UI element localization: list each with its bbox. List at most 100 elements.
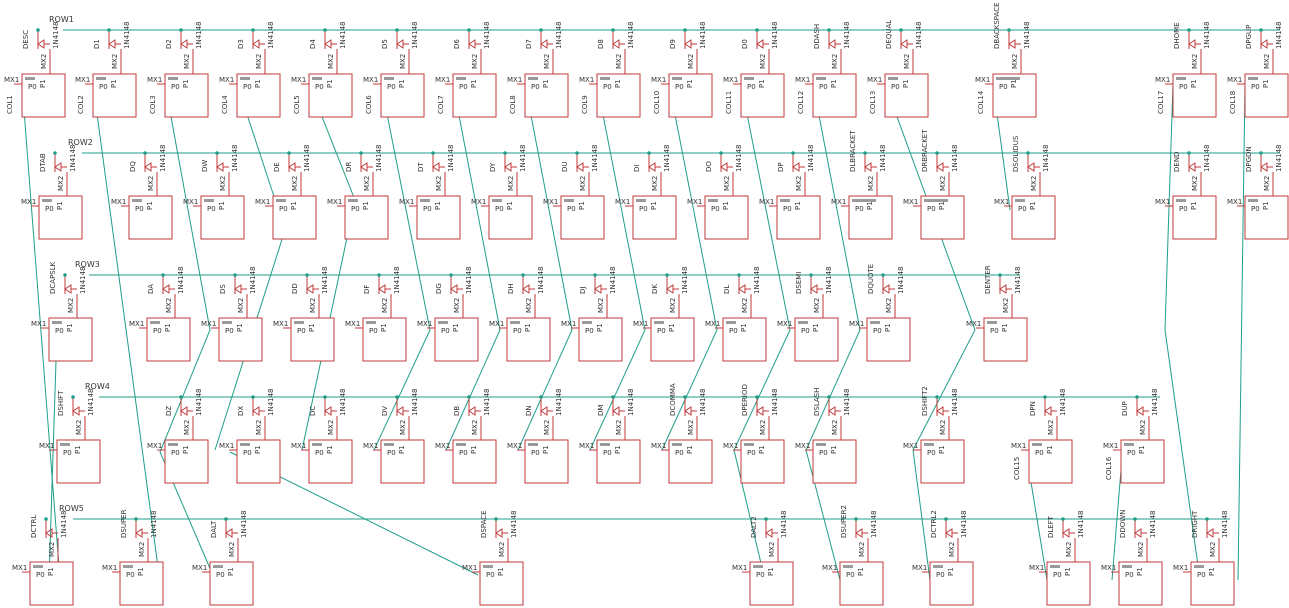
diode-triangle <box>900 39 908 49</box>
pin-p1-label: P1 <box>857 567 865 576</box>
pin-p1-label: P1 <box>767 567 775 576</box>
row-label-5: ROW5 <box>59 504 84 513</box>
pin-p1-label: P1 <box>524 323 532 332</box>
diode-part-label: 1N4148 <box>663 144 671 172</box>
switch-body <box>1046 561 1091 606</box>
switch-marker <box>1176 199 1186 202</box>
pin-p1-label: P1 <box>398 79 406 88</box>
row-junction <box>134 517 138 521</box>
pin-p1-label: P1 <box>290 201 298 210</box>
pin-p1-label: P1 <box>614 445 622 454</box>
pin-p0-label: P0 <box>387 83 396 91</box>
switch-body <box>920 439 965 484</box>
row-junction <box>593 273 597 277</box>
pin-mx1-label: MX1 <box>255 198 270 206</box>
pin-mx1-label: MX1 <box>363 442 378 450</box>
diode-triangle <box>765 528 773 538</box>
row-junction <box>395 28 399 32</box>
diode-part-label: 1N4148 <box>537 266 545 294</box>
switch-marker <box>240 77 250 80</box>
switch-marker <box>510 321 520 324</box>
pin-mx2-label: MX2 <box>687 420 695 435</box>
row-junction <box>998 273 1002 277</box>
key-switch-dp: P0 P1 MX1 MX2 1N4148 DP <box>759 144 821 240</box>
row-junction <box>179 28 183 32</box>
pin-p0-label: P0 <box>243 83 252 91</box>
switch-marker <box>1015 199 1025 202</box>
key-label: DL <box>723 285 731 294</box>
key-switch-dup: P0 P1 MX1 MX2 1N4148 DUP COL16 <box>1103 388 1165 484</box>
row-junction <box>71 395 75 399</box>
switch-marker <box>924 443 934 446</box>
key-switch-dcapslk: P0 P1 MX1 MX2 1N4148 DCAPSLK <box>31 261 93 362</box>
key-switch-dalt2: P0 P1 MX1 MX2 1N4148 DALT2 <box>732 510 794 606</box>
switch-marker <box>726 321 736 324</box>
diode-part-label: 1N4148 <box>1014 266 1022 294</box>
switch-body <box>434 317 479 362</box>
key-label: DQUOTE <box>867 264 875 294</box>
pin-mx2-label: MX2 <box>363 176 371 191</box>
diode-triangle <box>180 39 188 49</box>
switch-body <box>236 73 281 118</box>
key-switch-db: P0 P1 MX1 MX2 1N4148 DB <box>435 388 497 484</box>
pin-mx1-label: MX1 <box>543 198 558 206</box>
column-label: COL18 <box>1229 91 1237 114</box>
diode-triangle <box>216 162 224 172</box>
key-switch-d1: P0 P1 MX1 MX2 1N4148 D1 COL2 <box>75 21 137 118</box>
diode-triangle <box>792 162 800 172</box>
row-junction <box>161 273 165 277</box>
pin-p1-label: P1 <box>722 201 730 210</box>
column-label: COL6 <box>365 95 373 114</box>
key-switch-dtab: P0 P1 MX1 MX2 1N4148 DTAB <box>21 144 83 240</box>
key-label: D2 <box>165 39 173 49</box>
switch-marker <box>213 565 223 568</box>
switch-body <box>749 561 794 606</box>
diode-part-label: 1N4148 <box>375 144 383 172</box>
switch-body <box>794 317 839 362</box>
diode-part-label: 1N4148 <box>1023 21 1031 49</box>
key-switch-do: P0 P1 MX1 MX2 1N4148 DO <box>687 144 749 240</box>
pin-mx2-label: MX2 <box>831 420 839 435</box>
pin-mx1-label: MX1 <box>723 76 738 84</box>
pin-mx1-label: MX1 <box>1155 76 1170 84</box>
pin-p0-label: P0 <box>999 83 1008 91</box>
diode-part-label: 1N4148 <box>843 388 851 416</box>
key-switch-dctrl: P0 P1 MX1 MX2 1N4148 DCTRL <box>12 510 74 606</box>
diode-triangle <box>234 284 242 294</box>
row-junction <box>827 395 831 399</box>
pin-p1-label: P1 <box>434 201 442 210</box>
key-label: DPN <box>1029 401 1037 416</box>
row-junction <box>647 151 651 155</box>
switch-body <box>200 195 245 240</box>
diode-part-label: 1N4148 <box>627 21 635 49</box>
switch-marker <box>204 199 214 202</box>
row-junction <box>809 273 813 277</box>
column-label: COL8 <box>509 95 517 114</box>
row-junction <box>179 395 183 399</box>
switch-body <box>272 195 317 240</box>
pin-mx2-label: MX2 <box>1139 420 1147 435</box>
switch-marker <box>456 443 466 446</box>
key-label: D9 <box>669 39 677 49</box>
key-label: DI <box>633 165 641 172</box>
key-label: DH <box>507 283 515 294</box>
key-label: DR <box>345 162 353 172</box>
diode-triangle <box>882 284 890 294</box>
diode-triangle <box>828 39 836 49</box>
pin-p0-label: P0 <box>1197 571 1206 579</box>
pin-p1-label: P1 <box>686 445 694 454</box>
switch-marker <box>888 77 898 80</box>
row-label-1: ROW1 <box>49 15 74 24</box>
key-switch-de: P0 P1 MX1 MX2 1N4148 DE <box>255 144 317 240</box>
key-label: DSLASH <box>813 388 821 416</box>
diode-part-label: 1N4148 <box>483 388 491 416</box>
switch-marker <box>528 443 538 446</box>
diode-part-label: 1N4148 <box>780 510 788 538</box>
pin-p0-label: P0 <box>531 449 540 457</box>
diode-part-label: 1N4148 <box>753 266 761 294</box>
diode-triangle <box>37 39 45 49</box>
diode-triangle <box>756 406 764 416</box>
pin-mx1-label: MX1 <box>462 564 477 572</box>
pin-p1-label: P1 <box>308 323 316 332</box>
pin-mx1-label: MX1 <box>102 564 117 572</box>
